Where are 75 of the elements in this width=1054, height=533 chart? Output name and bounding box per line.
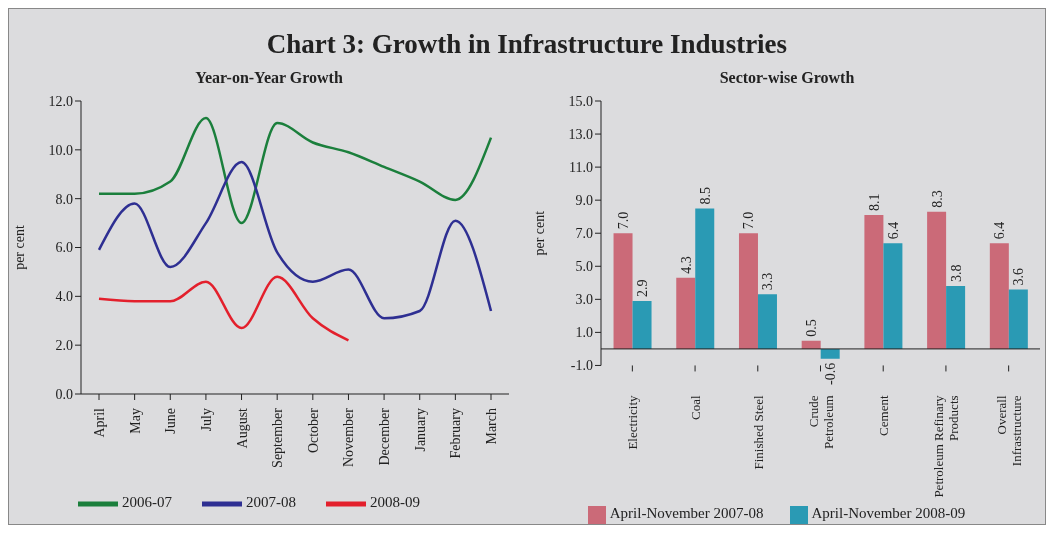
chart-title: Chart 3: Growth in Infrastructure Industries [265, 28, 789, 61]
bar [738, 233, 758, 349]
legend-label: April-November 2007-08 [609, 505, 764, 522]
x-tick-label: Electricity [625, 394, 641, 450]
bar [883, 243, 903, 349]
x-tick-label: May [127, 408, 143, 434]
y-tick-label: -1.0 [570, 358, 593, 374]
x-tick-label: Coal [688, 395, 704, 420]
bar [989, 243, 1009, 349]
y-tick-label: 0.0 [55, 386, 73, 402]
x-tick-label: January [412, 408, 428, 452]
y-tick-label: 7.0 [575, 226, 593, 242]
y-tick-label: 1.0 [575, 325, 593, 341]
y-tick-label: 9.0 [575, 193, 593, 209]
bar [1008, 289, 1028, 349]
data-label: 6.4 [992, 221, 1008, 240]
data-label: 7.0 [741, 211, 757, 230]
bar [757, 294, 777, 349]
y-tick-label: 4.0 [55, 289, 73, 305]
x-tick-label: Overall Infrastructure [994, 395, 1025, 467]
data-label: 4.3 [678, 256, 694, 274]
y-tick-label: 15.0 [568, 93, 593, 109]
y-tick-label: 8.0 [55, 191, 73, 207]
x-tick-label: August [234, 407, 250, 449]
legend-label: April-November 2008-09 [811, 505, 966, 522]
y-tick-label: 11.0 [569, 160, 593, 176]
x-tick-label: September [270, 407, 286, 468]
legend-label: 2008-09 [370, 494, 420, 511]
data-label: 3.8 [948, 264, 964, 283]
x-tick-label: Finished Steel [750, 395, 766, 470]
data-label: 3.6 [1011, 267, 1027, 286]
data-label: 2.9 [635, 279, 651, 297]
y-axis-title: per cent [11, 225, 27, 270]
data-label: 3.3 [760, 272, 776, 291]
data-label: 6.4 [885, 221, 901, 240]
line-series [97, 275, 350, 342]
y-tick-label: 5.0 [575, 259, 593, 275]
bar [946, 286, 966, 349]
bar [927, 211, 947, 349]
data-label: -0.6 [823, 362, 839, 385]
bar [820, 348, 840, 359]
y-tick-label: 12.0 [48, 93, 73, 109]
line-series [97, 116, 493, 225]
x-tick-label: December [377, 407, 393, 466]
x-tick-label: April [92, 407, 107, 438]
x-tick-label: October [305, 407, 321, 454]
x-tick-label: June [163, 408, 179, 434]
data-label: 8.5 [697, 186, 713, 205]
y-tick-label: 6.0 [55, 240, 73, 256]
bar [632, 300, 652, 349]
x-tick-label: Petroleum Refinary Products [931, 394, 962, 498]
y-axis-title: per cent [531, 210, 547, 256]
bar [676, 277, 696, 349]
y-tick-label: 2.0 [55, 338, 73, 354]
data-label: 0.5 [804, 319, 820, 337]
y-tick-label: 13.0 [568, 127, 593, 143]
y-tick-label: 10.0 [48, 142, 73, 158]
data-label: 8.3 [929, 190, 945, 208]
bar [864, 215, 884, 349]
legend-label: 2007-08 [246, 494, 296, 511]
bar [695, 208, 715, 349]
chart-title: Sector-wise Growth [718, 69, 856, 88]
data-label: 7.0 [616, 211, 632, 230]
y-tick-label: 3.0 [575, 292, 593, 308]
bar [613, 233, 633, 349]
chart-subtitle: Year-on-Year Growth [194, 69, 344, 88]
legend-label: 2006-07 [122, 494, 172, 511]
x-tick-label: March [484, 408, 499, 445]
x-tick-label: November [341, 407, 357, 468]
x-tick-label: Cement [876, 395, 892, 436]
x-tick-label: February [448, 408, 464, 459]
data-label: 8.1 [866, 193, 882, 212]
x-tick-label: Crude Petroleum [806, 395, 836, 449]
line-series [97, 160, 493, 320]
x-tick-label: July [198, 408, 214, 432]
